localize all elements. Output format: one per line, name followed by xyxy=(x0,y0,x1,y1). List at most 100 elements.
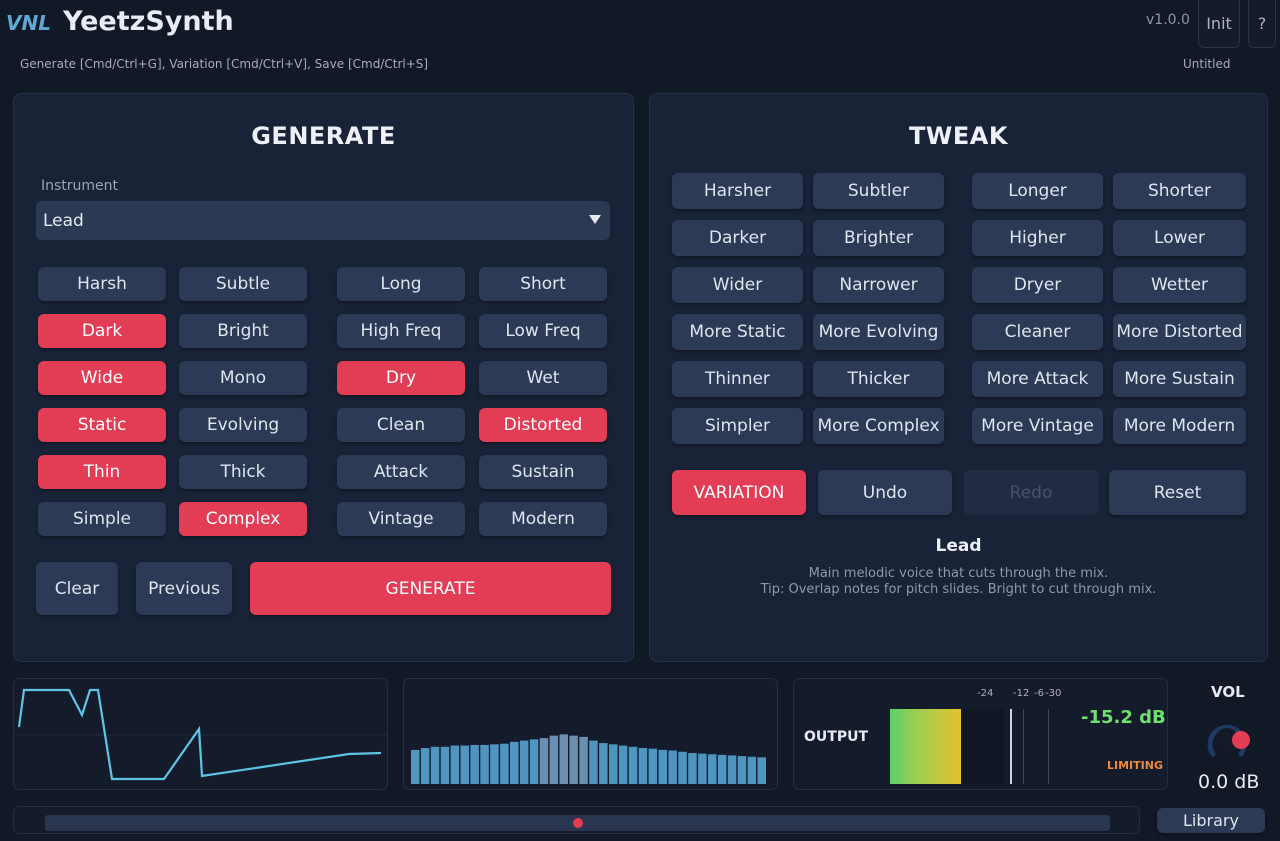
tweak-button-simpler[interactable]: Simpler xyxy=(672,408,803,444)
position-bar xyxy=(13,806,1140,834)
trait-toggle-vintage[interactable]: Vintage xyxy=(337,502,465,536)
spectrum-bar xyxy=(757,757,766,784)
spectrum-bar xyxy=(490,744,499,784)
trait-toggle-wide[interactable]: Wide xyxy=(38,361,166,395)
spectrum-bar xyxy=(737,756,747,784)
generate-button[interactable]: GENERATE xyxy=(250,562,611,615)
spectrum-bar xyxy=(609,744,618,784)
tweak-button-higher[interactable]: Higher xyxy=(972,220,1103,256)
trait-toggle-bright[interactable]: Bright xyxy=(179,314,307,348)
trait-toggle-mono[interactable]: Mono xyxy=(179,361,307,395)
tweak-button-cleaner[interactable]: Cleaner xyxy=(972,314,1103,350)
tweak-button-more-complex[interactable]: More Complex xyxy=(813,408,944,444)
spectrum-bar xyxy=(500,743,509,784)
trait-toggle-attack[interactable]: Attack xyxy=(337,455,465,489)
trait-toggle-dark[interactable]: Dark xyxy=(38,314,166,348)
tweak-button-harsher[interactable]: Harsher xyxy=(672,173,803,209)
trait-toggle-high-freq[interactable]: High Freq xyxy=(337,314,465,348)
trait-toggle-thin[interactable]: Thin xyxy=(38,455,166,489)
output-meter xyxy=(890,709,1004,784)
trait-toggle-subtle[interactable]: Subtle xyxy=(179,267,307,301)
envelope-display xyxy=(13,678,389,790)
meter-peak-line xyxy=(1010,709,1012,784)
spectrum-bar xyxy=(440,746,450,784)
spectrum-bar xyxy=(727,755,737,784)
tweak-button-brighter[interactable]: Brighter xyxy=(813,220,944,256)
help-button[interactable]: ? xyxy=(1248,0,1276,48)
tweak-button-thinner[interactable]: Thinner xyxy=(672,361,803,397)
trait-toggle-sustain[interactable]: Sustain xyxy=(479,455,607,489)
spectrum-bar xyxy=(638,748,648,784)
spectrum-display xyxy=(403,678,778,790)
tweak-button-more-attack[interactable]: More Attack xyxy=(972,361,1103,397)
library-button[interactable]: Library xyxy=(1157,808,1265,833)
tweak-title: TWEAK xyxy=(909,122,1008,150)
trait-toggle-short[interactable]: Short xyxy=(479,267,607,301)
redo-button[interactable]: Redo xyxy=(964,470,1098,515)
instrument-label: Instrument xyxy=(41,178,119,194)
tweak-button-more-sustain[interactable]: More Sustain xyxy=(1113,361,1246,397)
meter-divider xyxy=(1048,709,1049,784)
meter-scale-label: -24 xyxy=(977,688,994,699)
app-title: YeetzSynth xyxy=(63,6,234,37)
tweak-button-subtler[interactable]: Subtler xyxy=(813,173,944,209)
init-button[interactable]: Init xyxy=(1198,0,1240,48)
spectrum-bar xyxy=(559,734,568,784)
tweak-button-lower[interactable]: Lower xyxy=(1113,220,1246,256)
trait-toggle-thick[interactable]: Thick xyxy=(179,455,307,489)
trait-toggle-static[interactable]: Static xyxy=(38,408,166,442)
undo-button[interactable]: Undo xyxy=(818,470,952,515)
trait-toggle-low-freq[interactable]: Low Freq xyxy=(479,314,607,348)
tweak-button-more-distorted[interactable]: More Distorted xyxy=(1113,314,1246,350)
spectrum-bar xyxy=(450,745,460,784)
spectrum-bar xyxy=(569,735,578,784)
spectrum-bar xyxy=(628,746,638,784)
instrument-dropdown[interactable]: Lead xyxy=(36,201,610,240)
tweak-button-more-static[interactable]: More Static xyxy=(672,314,803,350)
trait-toggle-evolving[interactable]: Evolving xyxy=(179,408,307,442)
instrument-info-title: Lead xyxy=(935,536,982,556)
meter-scale-label: -12 xyxy=(1013,688,1030,699)
variation-button[interactable]: VARIATION xyxy=(672,470,806,515)
spectrum-bar xyxy=(698,753,707,784)
vnl-logo: VNL xyxy=(6,8,52,36)
position-handle[interactable] xyxy=(573,818,583,828)
volume-knob[interactable] xyxy=(1203,716,1251,762)
tweak-button-wetter[interactable]: Wetter xyxy=(1113,267,1246,303)
reset-button[interactable]: Reset xyxy=(1109,470,1246,515)
meter-divider xyxy=(1023,709,1024,784)
trait-toggle-modern[interactable]: Modern xyxy=(479,502,607,536)
tweak-button-more-vintage[interactable]: More Vintage xyxy=(972,408,1103,444)
clear-button[interactable]: Clear xyxy=(36,562,118,615)
trait-toggle-complex[interactable]: Complex xyxy=(179,502,307,536)
tweak-button-thicker[interactable]: Thicker xyxy=(813,361,944,397)
spectrum-graph xyxy=(411,734,766,784)
trait-toggle-dry[interactable]: Dry xyxy=(337,361,465,395)
trait-toggle-distorted[interactable]: Distorted xyxy=(479,408,607,442)
trait-toggle-clean[interactable]: Clean xyxy=(337,408,465,442)
tweak-button-more-evolving[interactable]: More Evolving xyxy=(813,314,944,350)
previous-button[interactable]: Previous xyxy=(136,562,232,615)
tweak-button-shorter[interactable]: Shorter xyxy=(1113,173,1246,209)
output-label: OUTPUT xyxy=(804,729,868,745)
spectrum-bar xyxy=(589,740,598,784)
spectrum-bar xyxy=(539,738,549,784)
spectrum-bar xyxy=(678,751,687,784)
preset-name: Untitled xyxy=(1183,57,1231,71)
output-module: OUTPUT -24 -12 -6 -3 0 -15.2 dB LIMITING xyxy=(793,678,1168,790)
tweak-button-wider[interactable]: Wider xyxy=(672,267,803,303)
tweak-button-darker[interactable]: Darker xyxy=(672,220,803,256)
trait-toggle-long[interactable]: Long xyxy=(337,267,465,301)
spectrum-bar xyxy=(470,744,479,784)
limiting-indicator: LIMITING xyxy=(1107,759,1163,772)
envelope-line xyxy=(17,688,382,781)
trait-toggle-simple[interactable]: Simple xyxy=(38,502,166,536)
tweak-button-dryer[interactable]: Dryer xyxy=(972,267,1103,303)
tweak-button-narrower[interactable]: Narrower xyxy=(813,267,944,303)
generate-title: GENERATE xyxy=(251,122,396,150)
trait-toggle-harsh[interactable]: Harsh xyxy=(38,267,166,301)
tweak-button-more-modern[interactable]: More Modern xyxy=(1113,408,1246,444)
trait-toggle-wet[interactable]: Wet xyxy=(479,361,607,395)
spectrum-bar xyxy=(510,741,519,784)
tweak-button-longer[interactable]: Longer xyxy=(972,173,1103,209)
